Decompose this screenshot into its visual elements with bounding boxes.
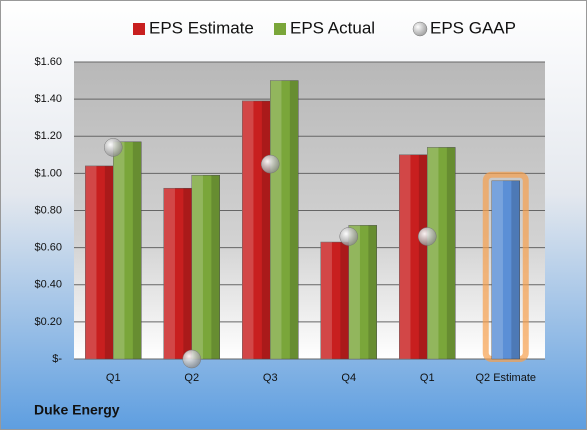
legend-label: EPS Actual [290, 18, 375, 37]
bar-shade [491, 180, 503, 359]
x-tick-label: Q3 [263, 372, 278, 384]
bar-shade [399, 154, 411, 359]
bar-shade [85, 165, 97, 359]
y-tick-label: $0.60 [34, 242, 62, 254]
x-tick-label: Q4 [341, 372, 356, 384]
y-tick-label: $1.00 [34, 167, 62, 179]
bar-shade [511, 180, 520, 359]
legend-marker [412, 21, 428, 37]
point [261, 154, 280, 174]
bar [113, 141, 142, 360]
bar [85, 165, 114, 360]
bar [163, 187, 192, 360]
bar-shade [340, 242, 349, 359]
x-tick-label: Q1 [420, 372, 435, 384]
x-tick-label: Q1 [106, 372, 121, 384]
y-tick-label: $- [52, 353, 62, 365]
bar [270, 80, 299, 360]
y-tick-label: $1.60 [34, 56, 62, 68]
bar [191, 174, 220, 360]
legend-marker [133, 23, 145, 35]
bar-shade [211, 175, 220, 359]
bar-shade [104, 165, 114, 359]
legend-label: EPS Estimate [149, 18, 254, 37]
bar-shade [368, 225, 377, 359]
bar [427, 147, 456, 360]
y-tick-label: $1.40 [34, 93, 62, 105]
bar-shade [289, 80, 299, 359]
point [339, 227, 358, 246]
point [104, 138, 123, 157]
bar-shade [427, 147, 439, 359]
bar [491, 180, 520, 360]
bar-shade [270, 80, 282, 359]
y-tick-label: $1.20 [34, 130, 62, 142]
bar [242, 100, 271, 360]
bar [348, 225, 377, 360]
bar-shade [113, 141, 125, 359]
bar-shade [320, 242, 332, 359]
point [418, 227, 437, 246]
y-tick-label: $0.40 [34, 279, 62, 291]
footer: Duke Energy [34, 402, 120, 418]
bar-shade [191, 175, 203, 359]
y-tick-label: $0.20 [34, 316, 62, 328]
bar-shade [348, 225, 360, 359]
bar-shade [163, 188, 175, 359]
y-tick-label: $0.80 [34, 204, 62, 216]
bar-shade [418, 154, 428, 359]
x-tick-label: Q2 Estimate [475, 372, 536, 384]
bar [320, 241, 349, 360]
legend-marker [274, 23, 286, 35]
bar-shade [446, 147, 456, 359]
bar [399, 154, 428, 360]
bar-shade [261, 100, 271, 359]
legend-label: EPS GAAP [430, 18, 516, 37]
x-tick-label: Q2 [184, 372, 199, 384]
bar-shade [242, 100, 254, 359]
bar-shade [183, 188, 192, 359]
point [182, 349, 201, 369]
bar-shade [132, 141, 142, 359]
